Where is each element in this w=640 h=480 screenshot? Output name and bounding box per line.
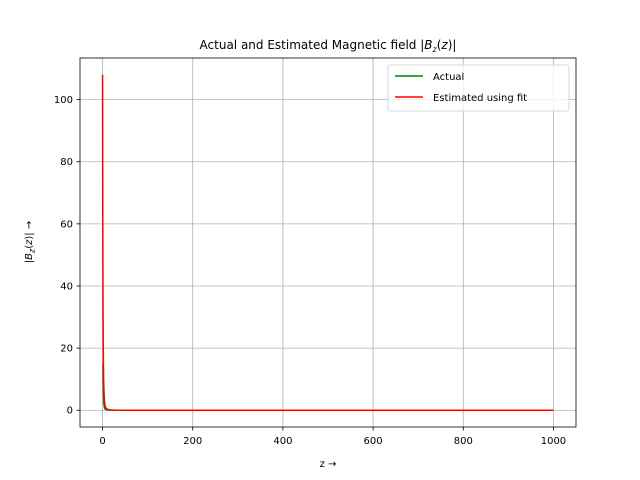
y-tick-label: 100 [54, 95, 73, 106]
x-tick-label: 1000 [541, 436, 566, 447]
y-tick-label: 60 [60, 219, 73, 230]
y-tick-label: 80 [60, 157, 73, 168]
legend-box [387, 64, 570, 112]
x-tick-label: 400 [273, 436, 292, 447]
y-tick-label: 40 [60, 281, 73, 292]
x-tick-label: 0 [99, 436, 105, 447]
x-tick-label: 200 [183, 436, 202, 447]
legend-label-estimated: Estimated using fit [433, 93, 527, 104]
y-axis-label-suffix: → [24, 221, 35, 233]
legend: Actual Estimated using fit [387, 64, 570, 112]
series-line-actual [102, 363, 554, 411]
y-tick-label: 0 [67, 406, 73, 417]
series-layer [101, 74, 554, 411]
grid [80, 58, 576, 427]
plot-frame [79, 57, 577, 428]
x-axis-label: z → [320, 459, 337, 470]
series-line-estimated-using-fit [101, 74, 554, 411]
legend-label-actual: Actual [433, 72, 464, 83]
svg-text:|Bz(z)| →: |Bz(z)| → [24, 221, 37, 263]
x-tick-label: 600 [364, 436, 383, 447]
chart-title-math: |Bz(z)| [420, 38, 456, 54]
ticks: 0 200 400 600 800 1000 0 20 40 60 80 100 [54, 95, 566, 447]
y-axis-label: |Bz(z)| → [24, 221, 37, 263]
chart-title: Actual and Estimated Magnetic field |Bz(… [200, 38, 457, 54]
y-tick-label: 20 [60, 344, 73, 355]
chart-title-prefix: Actual and Estimated Magnetic field [200, 38, 421, 52]
x-tick-label: 800 [454, 436, 473, 447]
